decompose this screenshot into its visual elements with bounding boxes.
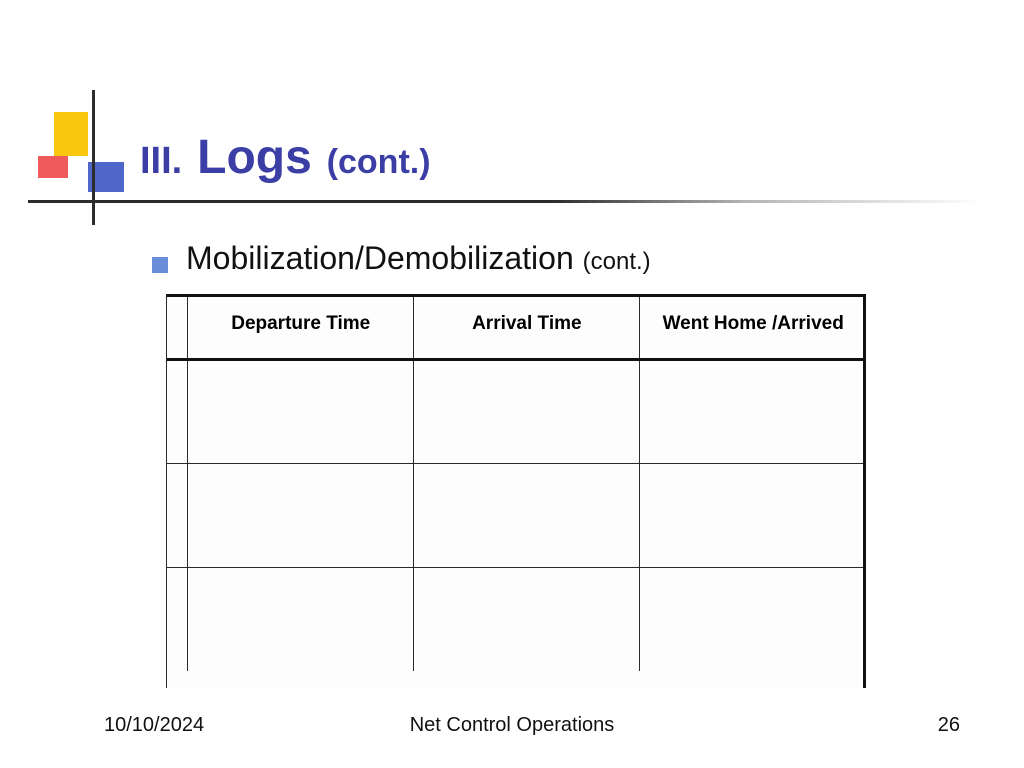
bullet-text: Mobilization/Demobilization (cont.) — [186, 240, 651, 277]
table-cell — [166, 567, 188, 671]
table-header-wenthome: Went Home /Arrived — [640, 294, 866, 359]
bullet-text-cont: (cont.) — [583, 248, 651, 275]
table-cell — [640, 567, 866, 671]
table-cell — [188, 463, 414, 567]
slide: III. Logs (cont.) Mobilization/Demobiliz… — [0, 0, 1024, 768]
table-header-stub — [166, 294, 188, 359]
table-row — [166, 359, 866, 463]
table-cell — [414, 359, 640, 463]
table-cell — [414, 567, 640, 671]
title-number: III. — [140, 140, 182, 182]
decor-square-yellow — [54, 112, 88, 156]
table-cell — [166, 359, 188, 463]
log-table: Departure Time Arrival Time Went Home /A… — [166, 294, 866, 688]
footer-page: 26 — [938, 714, 960, 737]
table-cell — [414, 463, 640, 567]
table-cell — [640, 359, 866, 463]
footer-center: Net Control Operations — [0, 714, 1024, 737]
title-rule-horizontal — [28, 200, 984, 203]
table-cell — [640, 463, 866, 567]
table-header-row: Departure Time Arrival Time Went Home /A… — [166, 294, 866, 359]
decor-square-red — [38, 156, 68, 178]
title-main: Logs — [197, 131, 312, 184]
table-cell — [188, 359, 414, 463]
table-header-departure: Departure Time — [188, 294, 414, 359]
title-cont: (cont.) — [327, 143, 431, 181]
title-decor — [38, 112, 120, 194]
table-cell — [166, 463, 188, 567]
title-rule-vertical — [92, 90, 95, 225]
table-row — [166, 567, 866, 671]
bullet-item: Mobilization/Demobilization (cont.) — [152, 240, 651, 277]
slide-footer: 10/10/2024 Net Control Operations 26 — [0, 714, 1024, 744]
table-cell — [188, 567, 414, 671]
bullet-marker-icon — [152, 257, 168, 273]
bullet-text-main: Mobilization/Demobilization — [186, 240, 574, 276]
table-header-arrival: Arrival Time — [414, 294, 640, 359]
table-row — [166, 463, 866, 567]
slide-title: III. Logs (cont.) — [140, 130, 984, 185]
